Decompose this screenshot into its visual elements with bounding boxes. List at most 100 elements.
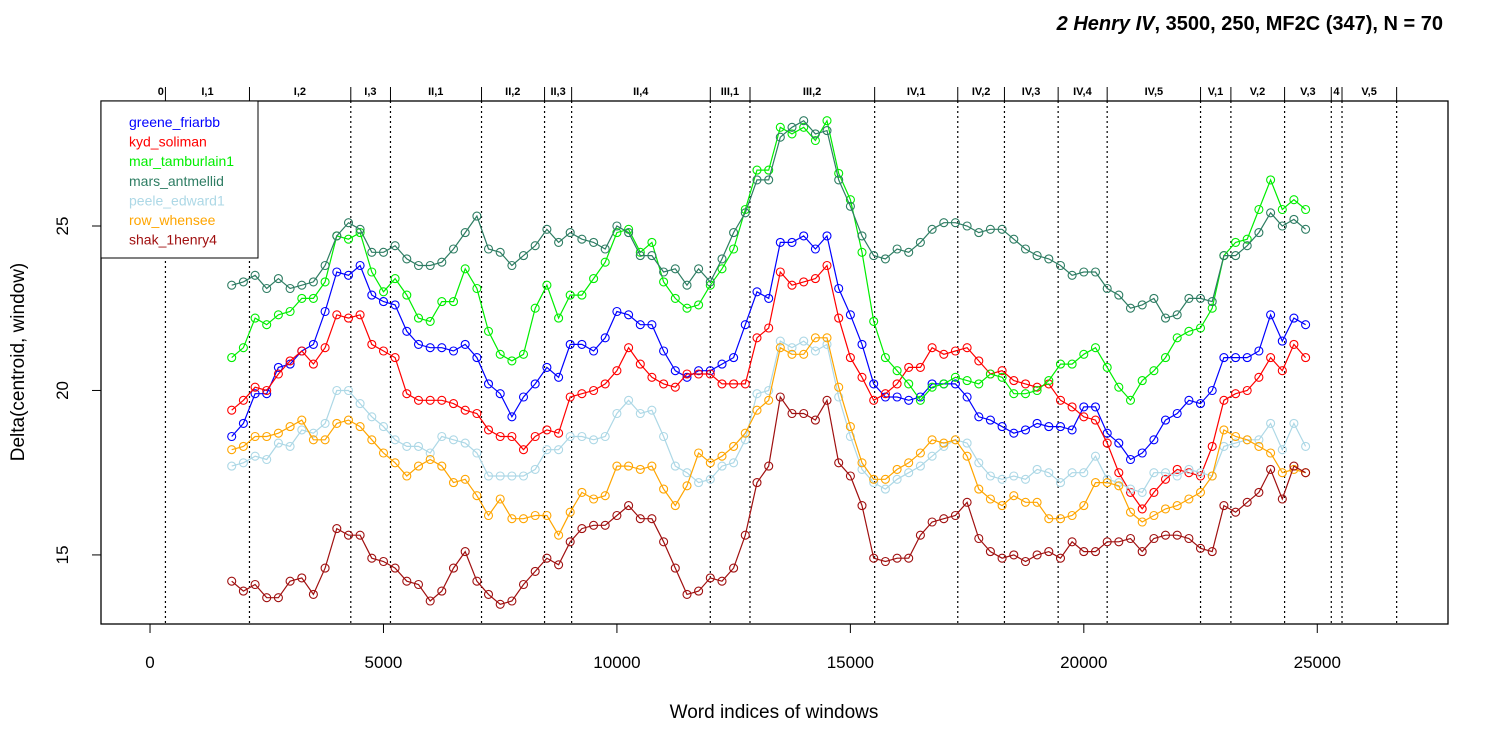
data-point [1137,376,1147,386]
data-point [612,366,622,376]
data-point [752,333,762,343]
data-point [635,408,645,419]
data-point [857,339,867,349]
data-point [542,445,552,455]
data-point [565,392,575,402]
data-point [670,264,680,274]
data-point [1172,530,1182,540]
x-tick-label: 10000 [593,653,640,672]
series-line [231,234,1306,461]
data-point [915,530,925,540]
data-point [985,415,995,425]
data-point [367,267,377,277]
data-point [589,346,599,356]
data-point [1254,487,1264,497]
data-point [904,553,914,563]
data-point [962,221,972,231]
data-point [974,379,984,389]
data-point [670,461,680,471]
scene-label: I,3 [364,86,376,98]
data-point [939,218,949,228]
data-point [518,392,529,402]
data-point [413,441,424,451]
data-point [950,379,960,389]
data-point [554,530,564,540]
data-point [1160,474,1171,484]
data-point [869,395,879,405]
data-point [1172,408,1182,419]
data-point [343,415,354,425]
data-point [297,573,307,583]
data-point [1114,382,1124,392]
data-point [367,290,377,300]
data-point [787,343,797,353]
data-point [448,435,459,445]
data-point [332,231,342,241]
data-point [764,385,774,396]
data-point [1219,501,1229,511]
data-point [1184,533,1194,544]
data-point [1195,487,1206,497]
data-point [635,247,645,257]
data-point [729,353,739,363]
data-point [1055,553,1066,563]
data-point [238,343,248,353]
data-point [448,297,459,307]
series-kyd_soliman [227,260,1311,514]
data-point [974,228,984,238]
data-point [1114,481,1124,491]
data-point [845,422,855,432]
data-point [308,435,318,445]
data-point [997,501,1007,511]
data-point [1055,260,1066,271]
data-point [297,280,307,290]
data-point [285,283,295,294]
data-point [332,418,342,428]
data-point [1184,293,1194,303]
data-point [1102,362,1112,372]
data-point [413,461,424,471]
data-point [869,379,879,389]
data-point [1207,297,1217,307]
data-point [670,501,680,511]
x-tick-label: 5000 [365,653,403,672]
data-point [308,589,318,599]
scene-label: IV,4 [1073,86,1092,98]
data-point [1277,204,1287,215]
data-point [1032,550,1042,560]
data-point [1079,468,1089,478]
scene-label: III,2 [803,86,821,98]
scene-label: III,1 [721,86,739,98]
data-point [985,224,995,234]
data-point [238,418,248,428]
data-point [834,382,844,392]
data-point [565,339,575,349]
data-point [799,408,809,419]
data-point [227,445,237,455]
data-point [752,165,762,175]
data-point [413,339,424,349]
data-point [1184,494,1194,504]
data-point [1137,487,1147,497]
data-point [460,474,470,484]
data-point [343,313,354,323]
data-point [845,431,855,442]
data-point [1125,303,1136,313]
series-peele_edward1 [227,336,1311,497]
scene-label: V,2 [1250,86,1266,98]
data-point [378,556,389,567]
data-point [437,257,447,267]
data-point [670,563,680,573]
data-point [1102,474,1112,484]
data-point [810,346,820,356]
data-point [997,553,1007,563]
data-point [717,379,727,389]
data-point [1114,468,1124,478]
data-point [390,274,400,284]
data-point [460,438,470,448]
x-axis-label: Word indices of windows [670,702,879,723]
data-point [1207,303,1217,313]
data-point [892,464,902,474]
chart-title: 2 Henry IV, 3500, 250, MF2C (347), N = 7… [1056,13,1443,35]
